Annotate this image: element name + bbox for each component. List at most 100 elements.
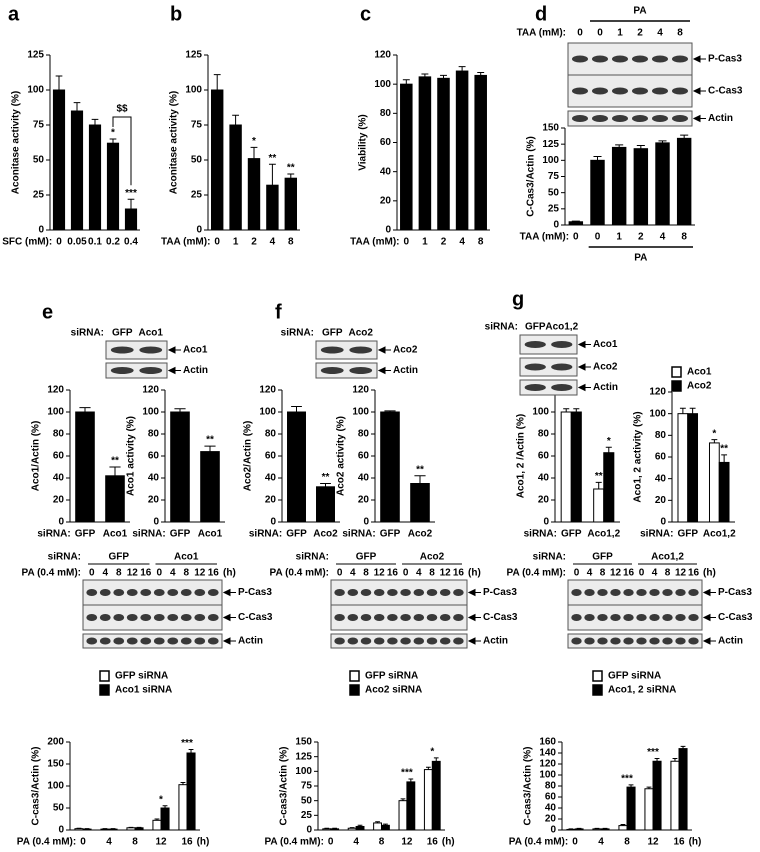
blot-band xyxy=(387,589,398,596)
blot-band xyxy=(400,589,411,596)
band-label: Actin xyxy=(238,636,263,647)
x-tick-label: 0 xyxy=(404,237,410,248)
x-tick-label: Aco2 xyxy=(313,529,338,540)
y-tick-label: 0 xyxy=(363,517,369,528)
y-tick-label: 40 xyxy=(655,473,667,484)
lane-label: 0 xyxy=(597,28,603,39)
x-tick-label: 16 xyxy=(673,837,685,848)
bar xyxy=(210,89,224,231)
blot-band xyxy=(113,637,125,645)
lane-label: 4 xyxy=(416,568,422,579)
blot-band xyxy=(453,614,464,621)
y-tick-label: 125 xyxy=(27,50,44,61)
blot-band xyxy=(572,115,588,122)
band-label: P-Cas3 xyxy=(718,587,752,598)
y-tick-label: 50 xyxy=(191,155,203,166)
bar xyxy=(330,828,340,831)
band-label: Aco1 xyxy=(593,339,618,350)
error-bar xyxy=(73,102,81,111)
group-title: siRNA: xyxy=(48,552,81,563)
blot-band xyxy=(439,614,451,621)
y-tick-label: 0 xyxy=(543,517,549,528)
x-tick-label: GFP xyxy=(170,529,191,540)
x-tick-label: 16 xyxy=(427,837,439,848)
blot-band xyxy=(636,637,647,645)
x-unit: (h) xyxy=(689,837,702,848)
group-label: GFP xyxy=(592,552,613,563)
y-tick-label: 140 xyxy=(539,748,556,759)
blot-band xyxy=(349,367,373,374)
blot-box xyxy=(105,362,168,379)
blot-band xyxy=(652,115,668,122)
blot-band xyxy=(592,87,608,95)
blot-band xyxy=(413,589,425,596)
blot-band xyxy=(413,614,425,621)
error-bar xyxy=(232,114,240,125)
y-tick-label: 20 xyxy=(655,495,667,506)
x-tick-label: GFP xyxy=(677,529,698,540)
arrow xyxy=(467,588,481,597)
lane-label: 16 xyxy=(623,568,635,579)
error-bar xyxy=(384,410,396,412)
error-bar xyxy=(332,827,337,829)
legend-label: Aco2 siRNA xyxy=(365,685,422,696)
error-bar xyxy=(689,407,696,414)
legend-label: GFP siRNA xyxy=(365,671,418,682)
bar xyxy=(373,822,383,831)
error-bar xyxy=(402,79,410,85)
band-label: C-Cas3 xyxy=(238,612,273,623)
lane-label: 0 xyxy=(577,28,583,39)
y-tick-label: 160 xyxy=(539,737,556,748)
error-bar xyxy=(573,408,580,412)
y-tick-label: 120 xyxy=(649,387,666,398)
blot-band xyxy=(140,589,152,596)
bar xyxy=(398,800,408,831)
bar xyxy=(644,788,654,831)
annotation: *** xyxy=(181,738,193,749)
blot-box xyxy=(519,357,578,377)
error-bar xyxy=(721,454,728,463)
blot-band xyxy=(426,614,438,621)
x-tick-label: 8 xyxy=(478,237,484,248)
blot-band xyxy=(194,637,206,645)
lane-label: 12 xyxy=(194,568,206,579)
bar xyxy=(355,825,365,831)
x-tick-label: 1 xyxy=(233,237,239,248)
bar xyxy=(410,483,430,523)
lane-label: 16 xyxy=(140,568,152,579)
error-bar xyxy=(620,824,626,826)
arrow xyxy=(577,383,591,392)
y-axis-label: C-cas3/Actin (%) xyxy=(523,747,534,826)
y-tick-label: 80 xyxy=(358,429,370,440)
blot-band xyxy=(675,589,686,596)
blot-band xyxy=(662,614,673,621)
y-tick-label: 50 xyxy=(53,803,65,814)
x-axis-label: siRNA: xyxy=(37,529,70,540)
blot-band xyxy=(649,589,660,596)
blot-band xyxy=(153,589,165,596)
blot-band xyxy=(334,589,345,596)
panel-label: a xyxy=(8,3,20,25)
bar xyxy=(626,786,636,831)
bar xyxy=(418,76,432,231)
lane-unit: (h) xyxy=(703,568,716,579)
blot-band xyxy=(439,589,451,596)
error-bar xyxy=(180,781,186,785)
y-axis-label: Aco2/Actin (%) xyxy=(243,421,254,492)
blot-band xyxy=(320,346,344,354)
legend-swatch xyxy=(349,670,360,682)
blot-band xyxy=(610,637,621,645)
lane-label: 8 xyxy=(429,568,435,579)
error-bar xyxy=(349,827,355,829)
bar xyxy=(52,89,66,231)
error-bar xyxy=(595,481,602,489)
group-title: siRNA: xyxy=(533,552,566,563)
blot-band xyxy=(110,367,134,374)
lane-title: PA (0.4 mM): xyxy=(22,568,81,579)
band-label: C-Cas3 xyxy=(718,612,753,623)
blot-band xyxy=(675,637,686,645)
bar xyxy=(687,413,699,523)
blot-band xyxy=(584,614,595,621)
bar xyxy=(670,760,680,831)
bar xyxy=(652,760,662,831)
